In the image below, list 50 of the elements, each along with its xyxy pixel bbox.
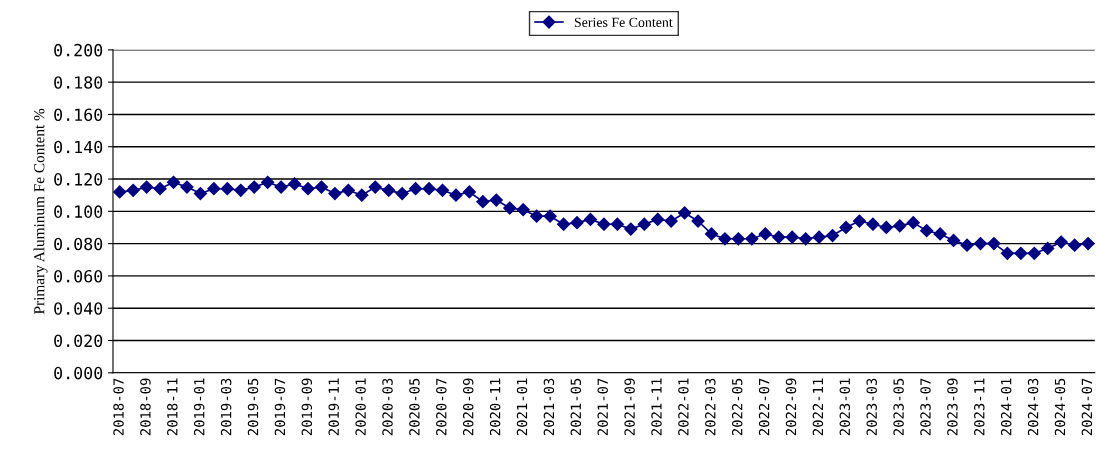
y-tick-label: 0.100	[54, 205, 103, 218]
x-tick-label: 2020-03	[382, 378, 393, 436]
x-tick-label: 2021-05	[570, 378, 582, 436]
x-tick-label: 2024-03	[1027, 378, 1039, 436]
legend-label: Series Fe Content	[574, 17, 673, 28]
y-tick-label: 0.060	[54, 269, 103, 283]
y-tick-label: 0.120	[54, 173, 103, 186]
x-tick-label: 2021-01	[516, 378, 528, 436]
y-tick-label: 0.080	[54, 237, 103, 251]
y-tick-label: 0.000	[54, 366, 103, 380]
x-tick-label: 2023-11	[974, 378, 985, 436]
x-tick-label: 2019-11	[328, 378, 339, 436]
x-tick-label: 2024-07	[1081, 378, 1093, 436]
x-tick-label: 2018-09	[140, 378, 151, 436]
x-tick-label: 2022-01	[678, 378, 689, 436]
x-tick-label: 2024-01	[1000, 378, 1012, 436]
x-tick-label: 2022-07	[758, 378, 770, 436]
x-tick-label: 2019-09	[301, 378, 313, 436]
x-tick-label: 2023-05	[893, 378, 904, 436]
x-tick-label: 2023-01	[839, 378, 851, 436]
x-tick-label: 2019-03	[220, 378, 232, 436]
x-tick-label: 2022-05	[731, 378, 743, 436]
x-tick-label: 2024-05	[1054, 378, 1066, 436]
x-tick-label: 2019-05	[247, 378, 259, 436]
x-tick-label: 2018-11	[167, 378, 178, 436]
y-tick-label: 0.140	[54, 140, 103, 154]
x-tick-label: 2021-09	[624, 378, 635, 436]
x-tick-label: 2021-03	[543, 378, 555, 436]
x-tick-label: 2022-03	[705, 378, 716, 436]
x-tick-label: 2020-05	[409, 378, 420, 436]
x-tick-label: 2022-11	[812, 378, 824, 436]
x-tick-label: 2023-07	[920, 378, 931, 436]
y-tick-label: 0.020	[54, 334, 103, 348]
y-tick-label: 0.040	[54, 302, 103, 315]
y-axis-title: Primary Aluminum Fe Content %	[33, 108, 48, 315]
y-tick-label: 0.180	[54, 76, 103, 89]
y-tick-label: 0.200	[54, 43, 103, 57]
x-tick-label: 2023-03	[866, 378, 877, 436]
x-tick-label: 2021-07	[597, 378, 608, 436]
x-tick-label: 2019-07	[274, 378, 286, 436]
x-tick-label: 2018-07	[113, 378, 124, 436]
x-tick-label: 2020-11	[489, 378, 501, 436]
x-tick-label: 2020-07	[436, 378, 447, 436]
x-tick-label: 2022-09	[785, 378, 797, 436]
x-tick-label: 2019-01	[193, 378, 205, 436]
x-tick-label: 2020-01	[355, 378, 366, 436]
x-tick-label: 2020-09	[462, 378, 474, 436]
x-tick-label: 2021-11	[651, 378, 662, 436]
y-tick-label: 0.160	[54, 108, 103, 122]
x-tick-label: 2023-09	[947, 378, 958, 436]
